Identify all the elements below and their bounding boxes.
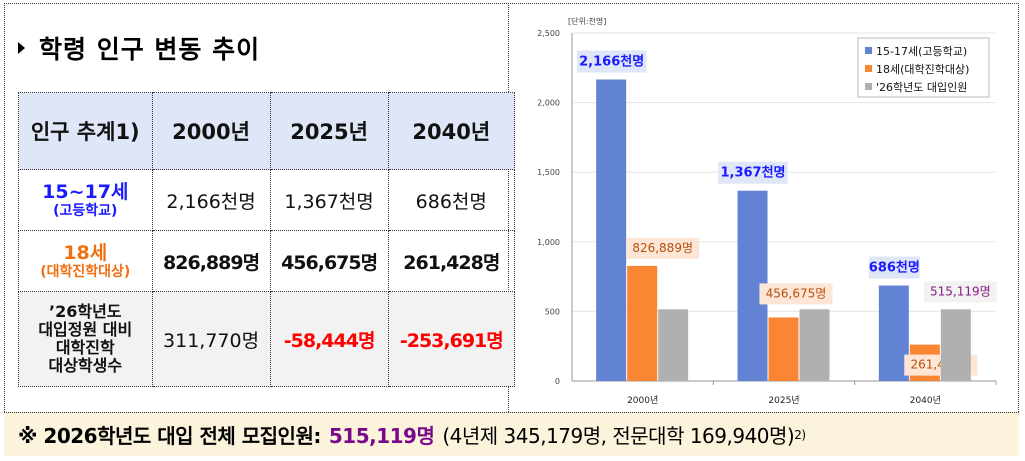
data-label: 686천명 — [869, 260, 920, 276]
legend-label: '26학년도 대입인원 — [876, 81, 967, 94]
data-label-bg — [576, 50, 647, 73]
table-row: 15~17세 (고등학교) 2,166천명 1,367천명 686천명 — [18, 169, 516, 231]
x-tick-label: 2025년 — [768, 395, 799, 406]
bar-0 — [878, 285, 909, 381]
table-row: 18세 (대학진학대상) 826,889명 456,675명 261,428명 — [18, 230, 516, 292]
y-tick-label: 1,000 — [537, 238, 560, 247]
data-label-bg — [923, 281, 997, 303]
table-cell: 261,428명 — [387, 230, 516, 292]
row-label-line: 대상학생수 — [48, 356, 123, 375]
footer-total: 515,119명 — [328, 424, 435, 448]
triangle-bullet-icon — [18, 42, 25, 54]
data-label: 826,889명 — [632, 241, 693, 255]
data-label: 2,166천명 — [579, 53, 644, 69]
data-label-bg — [626, 237, 700, 259]
section-title-text: 학령 인구 변동 추이 — [39, 35, 261, 64]
bar-0 — [596, 79, 627, 381]
footer-note: ※ 2026학년도 대입 전체 모집인원: 515,119명 (4년제 345,… — [4, 412, 1019, 456]
row-label-sub: (대학진학대상) — [40, 264, 131, 280]
header-cell: 2025년 — [269, 92, 389, 170]
header-cell: 인구 추계1) — [18, 92, 153, 170]
x-tick-label: 2040년 — [910, 395, 941, 406]
table-row: ’26학년도 대입정원 대비 대학진학 대상학생수 311,770명 -58,4… — [18, 291, 516, 387]
population-table: 인구 추계1) 2000년 2025년 2040년 15~17세 (고등학교) … — [18, 92, 516, 387]
table-cell: 456,675명 — [269, 230, 389, 292]
data-label: 1,367천명 — [720, 165, 785, 181]
y-tick-label: 1,500 — [537, 168, 560, 177]
row-label-line: 대입정원 대비 — [38, 320, 133, 339]
table-header-row: 인구 추계1) 2000년 2025년 2040년 — [18, 92, 516, 170]
table-cell: 1,367천명 — [269, 169, 389, 231]
data-label-bg — [868, 256, 920, 279]
table-cell-negative: -253,691명 — [387, 291, 516, 387]
legend-swatch — [865, 83, 872, 90]
y-tick-label: 0 — [555, 377, 560, 386]
row-label-sub: (고등학교) — [53, 203, 118, 219]
header-cell: 2040년 — [387, 92, 516, 170]
bar-2 — [799, 309, 830, 381]
x-tick-label: 2000년 — [627, 395, 658, 406]
data-label: 515,119명 — [930, 284, 991, 298]
data-label: 456,675명 — [766, 286, 827, 300]
y-tick-label: 500 — [545, 307, 560, 316]
table-cell: 311,770명 — [151, 291, 271, 387]
legend-swatch — [865, 65, 872, 72]
row-label-main: 18세 — [63, 242, 108, 264]
row-label-line: 대학진학 — [55, 338, 115, 357]
table-cell: 2,166천명 — [151, 169, 271, 231]
data-label-bg — [759, 283, 833, 305]
bar-2 — [658, 309, 689, 381]
bar-2 — [940, 309, 971, 381]
data-label-bg — [718, 161, 788, 184]
row-label-line: ’26학년도 — [49, 302, 122, 321]
footer-footnote: 2) — [794, 427, 806, 442]
row-label: 18세 (대학진학대상) — [18, 230, 153, 292]
section-title: 학령 인구 변동 추이 — [18, 30, 260, 66]
legend-label: 15-17세(고등학교) — [876, 45, 967, 58]
legend-label: 18세(대학진학대상) — [876, 63, 969, 76]
y-tick-label: 2,000 — [537, 99, 560, 108]
legend — [857, 37, 990, 98]
y-tick-label: 2,500 — [537, 29, 560, 38]
row-label: ’26학년도 대입정원 대비 대학진학 대상학생수 — [18, 291, 153, 387]
header-cell: 2000년 — [151, 92, 271, 170]
footer-detail: (4년제 345,179명, 전문대학 169,940명) — [442, 424, 795, 448]
table-cell: 686천명 — [387, 169, 516, 231]
table-cell: 826,889명 — [151, 230, 271, 292]
bar-chart: [단위:천명] 0 500 1,000 1,500 2,000 2,500 2000년 2,16… — [537, 16, 997, 406]
bar-1 — [768, 317, 799, 381]
table-cell-negative: -58,444명 — [269, 291, 389, 387]
bar-1 — [627, 265, 658, 381]
footer-prefix: ※ 2026학년도 대입 전체 모집인원: — [18, 424, 321, 448]
unit-label: [단위:천명] — [568, 16, 606, 26]
legend-swatch — [865, 47, 872, 54]
row-label: 15~17세 (고등학교) — [18, 169, 153, 231]
row-label-main: 15~17세 — [42, 181, 129, 203]
